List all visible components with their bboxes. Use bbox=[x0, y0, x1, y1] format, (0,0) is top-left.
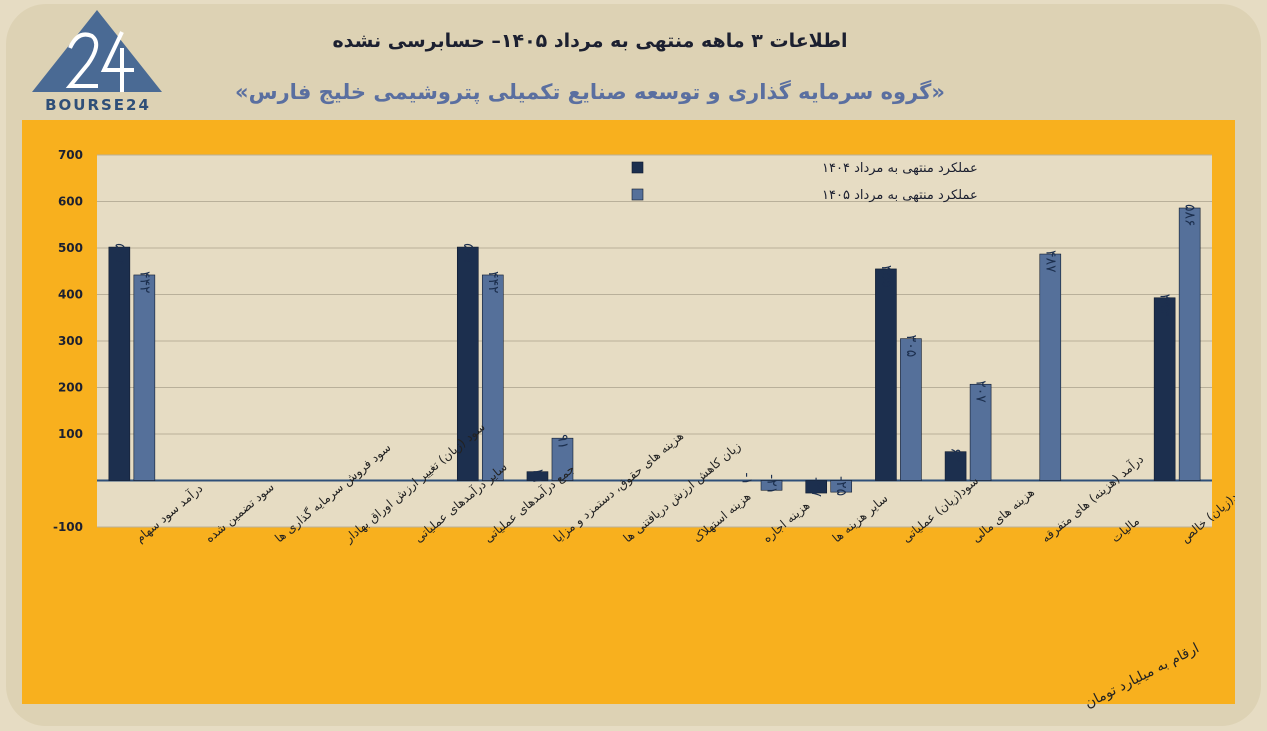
y-tick-label: 400 bbox=[58, 288, 83, 302]
legend-swatch bbox=[631, 161, 644, 174]
bar-chart: 700 600 500 400 300 200 100 -100 ۵۰۲ ۵۰۲ ۱۹ -۱ -۲۷ ۴۵… bbox=[53, 148, 1235, 547]
data-label: ۲۰۷ bbox=[973, 380, 989, 403]
bourse24-logo-icon bbox=[32, 10, 162, 92]
y-tick-label: 700 bbox=[58, 148, 83, 162]
logo-text: BOURSE24 bbox=[45, 96, 151, 114]
chart-panel: 700 600 500 400 300 200 100 -100 ۵۰۲ ۵۰۲ ۱۹ -۱ -۲۷ ۴۵… bbox=[22, 120, 1235, 712]
data-label: ۴۵۵ bbox=[878, 265, 894, 288]
bar bbox=[133, 274, 156, 481]
data-label: ۵۰۲ bbox=[460, 243, 476, 266]
bar bbox=[456, 246, 479, 481]
data-label: ۳۰۵ bbox=[903, 335, 919, 358]
data-label: -۲۵ bbox=[833, 476, 849, 496]
legend-label: عملکرد منتهی به مرداد ۱۴۰۵ bbox=[822, 188, 978, 203]
data-label: ۴۴۲ bbox=[136, 271, 152, 294]
data-label: ۵۰۲ bbox=[111, 243, 127, 266]
bar bbox=[551, 437, 574, 481]
y-tick-label: 500 bbox=[58, 241, 83, 255]
bar bbox=[1039, 253, 1062, 481]
bar bbox=[969, 383, 992, 481]
y-tick-label: 200 bbox=[58, 381, 83, 395]
data-label: -۲۱ bbox=[764, 474, 780, 494]
bar bbox=[944, 451, 967, 481]
data-label: -۲۷ bbox=[808, 477, 824, 498]
data-label: ۶۲ bbox=[948, 448, 964, 463]
data-label: ۵۸۶ bbox=[1182, 204, 1198, 227]
bar bbox=[900, 338, 922, 481]
y-tick-label: 600 bbox=[58, 195, 83, 209]
legend-label: عملکرد منتهی به مرداد ۱۴۰۴ bbox=[822, 161, 978, 176]
bar bbox=[1153, 297, 1176, 481]
page-title: اطلاعات ۳ ماهه منتهی به مرداد ۱۴۰۵– حساب… bbox=[332, 30, 848, 52]
data-label: ۴۴۲ bbox=[485, 271, 501, 294]
bar bbox=[1178, 207, 1201, 481]
bar bbox=[526, 471, 549, 481]
data-label: ۱۹ bbox=[529, 468, 545, 483]
y-tick-label: 300 bbox=[58, 334, 83, 348]
page-subtitle: «گروه سرمایه گذاری و توسعه صنایع تکمیلی … bbox=[235, 80, 945, 104]
bar bbox=[875, 268, 897, 481]
data-label: ۴۸۷ bbox=[1042, 250, 1058, 273]
data-label: -۱ bbox=[739, 472, 755, 485]
legend-swatch bbox=[631, 188, 644, 201]
data-label: ۳۹۳ bbox=[1157, 294, 1173, 317]
bar bbox=[830, 480, 853, 493]
bar bbox=[805, 480, 828, 494]
data-label: ۹۱ bbox=[554, 434, 570, 449]
bar bbox=[760, 480, 783, 491]
y-tick-label: 100 bbox=[58, 427, 83, 441]
bar bbox=[108, 246, 131, 481]
y-tick-label: -100 bbox=[53, 520, 83, 534]
bar bbox=[481, 274, 504, 481]
